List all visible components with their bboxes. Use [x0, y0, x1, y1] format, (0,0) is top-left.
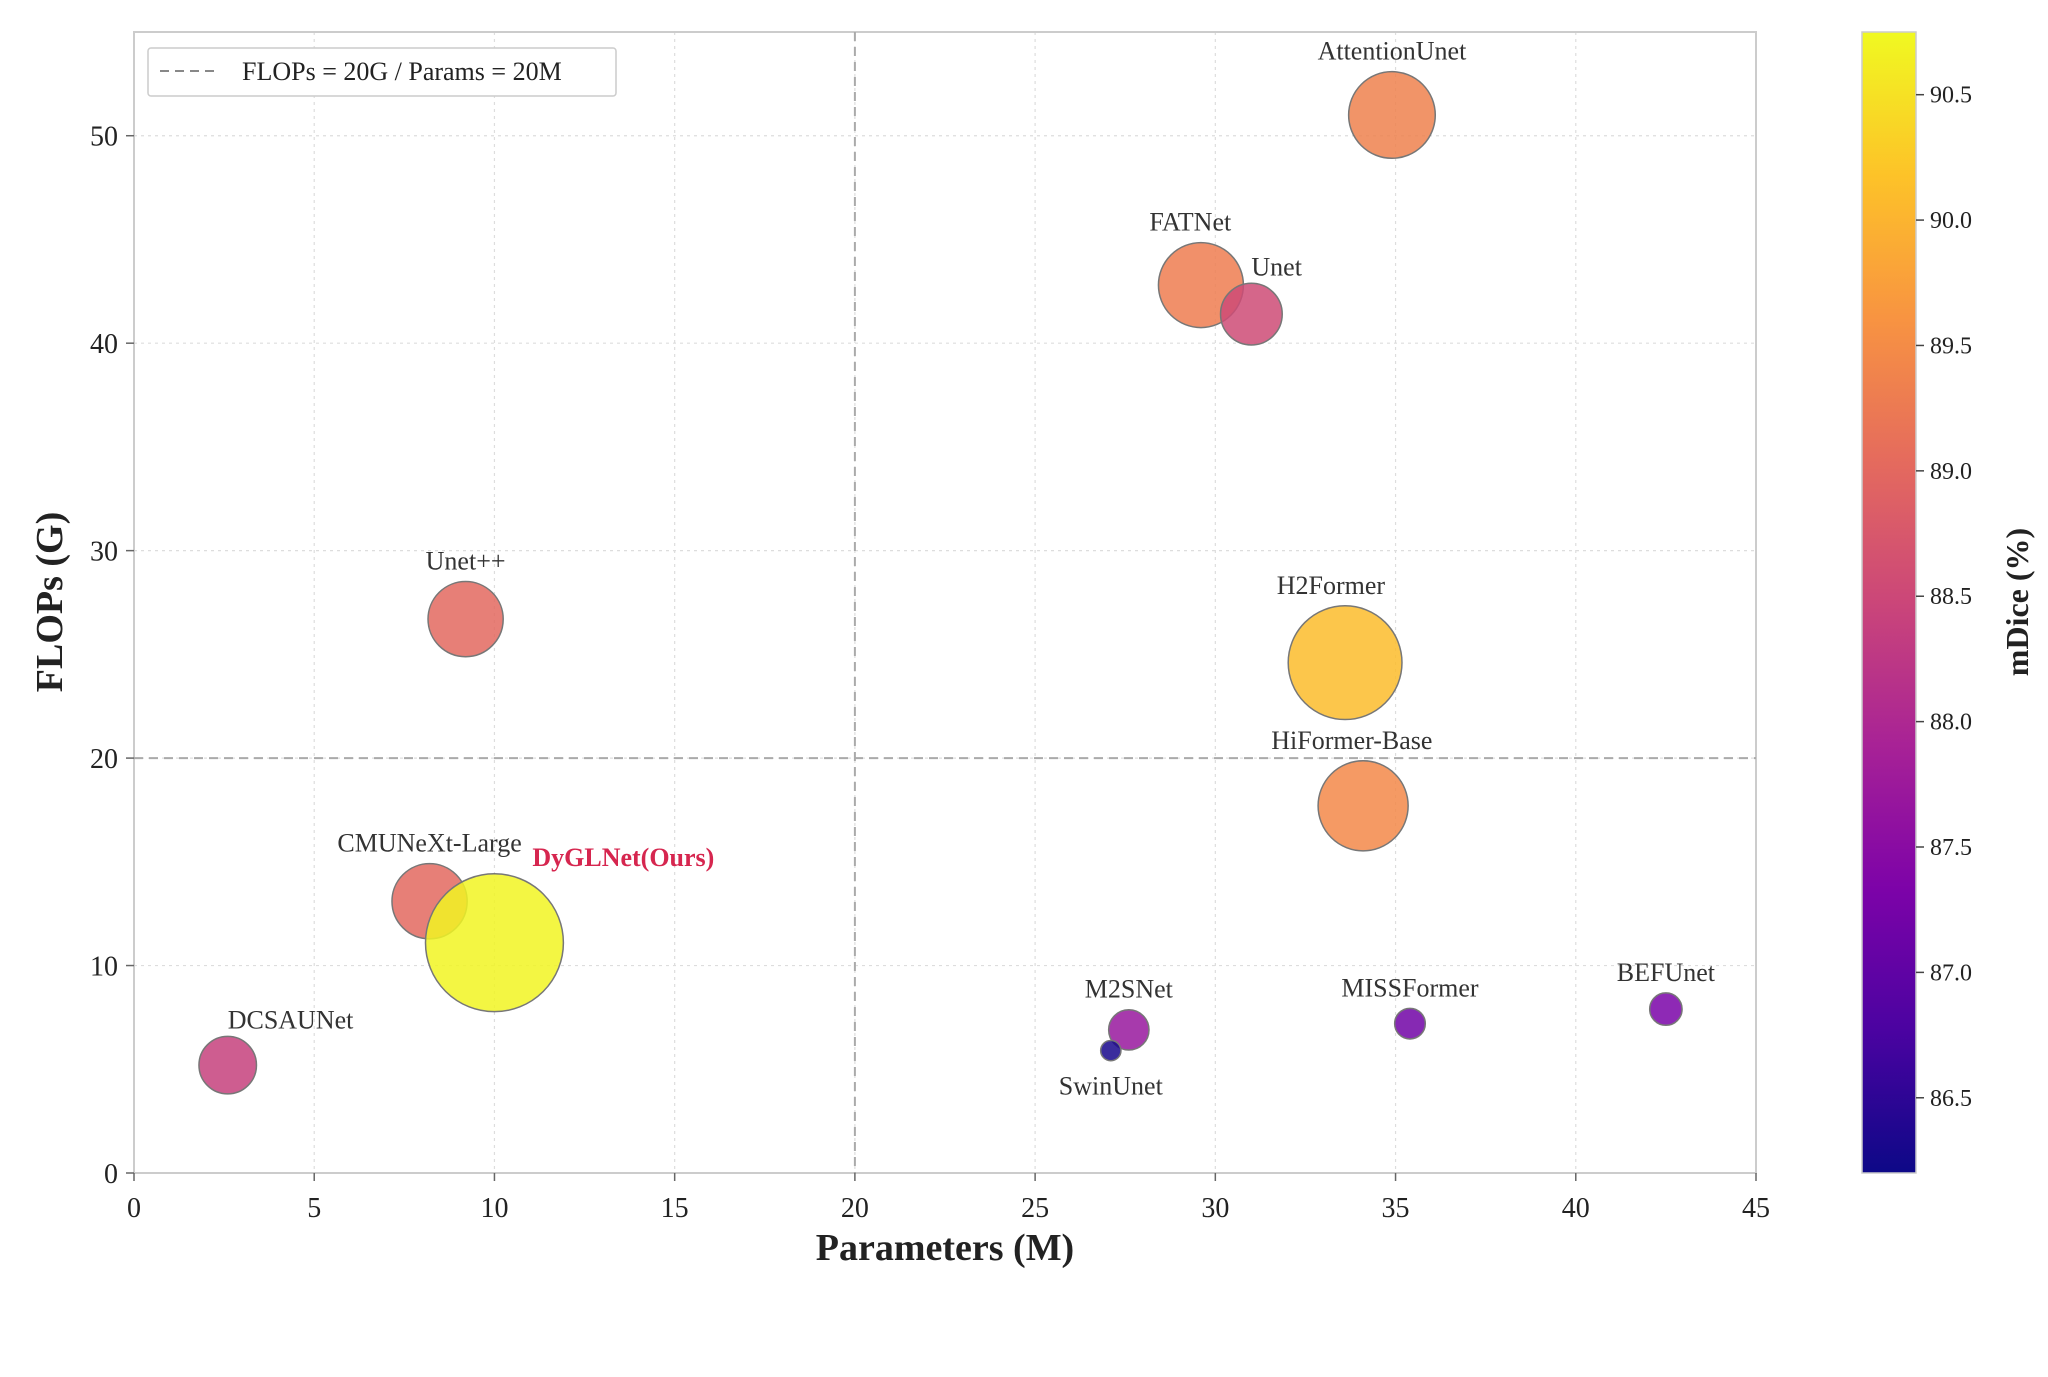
colorbar-ticks: 86.5 87.0 87.5 88.0 88.5 89.0 89.5 90.0 90.5 — [1916, 83, 1972, 1112]
bubble-hiformer-base — [1317, 760, 1409, 852]
y-tick-label: 10 — [90, 952, 118, 983]
colorbar-label: mDice (%) — [1999, 528, 2035, 676]
point-label: SwinUnet — [1059, 1072, 1164, 1101]
point-label: Unet — [1251, 252, 1302, 281]
y-tick-label: 20 — [90, 744, 118, 775]
colorbar-gradient — [1861, 31, 1917, 1174]
point-label: MISSFormer — [1341, 973, 1479, 1002]
x-tick-label: 30 — [1201, 1193, 1229, 1224]
point-label: H2Former — [1277, 571, 1386, 600]
y-tick-label: 40 — [90, 329, 118, 360]
bubble-dyglnet-ours- — [424, 873, 565, 1013]
grid — [134, 32, 1756, 1173]
point-label: DyGLNet(Ours) — [532, 843, 714, 872]
data-points — [198, 70, 1683, 1095]
point-labels: AttentionUnet FATNet Unet Unet++ H2Former HiF… — [228, 37, 1716, 1101]
colorbar-tick-label: 89.5 — [1930, 333, 1972, 359]
colorbar-tick-label: 88.5 — [1930, 584, 1972, 610]
bubble-swinunet — [1099, 1039, 1122, 1062]
bubble-unet- — [427, 580, 504, 658]
bubble-unet — [1219, 282, 1283, 346]
x-axis-label: Parameters (M) — [816, 1227, 1074, 1269]
legend-entry: FLOPs = 20G / Params = 20M — [242, 57, 562, 86]
bubble-h2former — [1287, 605, 1403, 721]
point-label: M2SNet — [1085, 975, 1174, 1004]
y-axis-label: FLOPs (G) — [29, 512, 71, 692]
y-tick-label: 50 — [90, 122, 118, 153]
plot-frame — [133, 31, 1757, 1174]
colorbar-tick-label: 86.5 — [1930, 1086, 1972, 1112]
point-label: HiFormer-Base — [1271, 726, 1432, 755]
x-tick-label: 0 — [127, 1193, 141, 1224]
reference-lines — [134, 32, 1756, 1173]
y-tick-label: 0 — [104, 1159, 118, 1190]
bubble-m2snet — [1107, 1008, 1150, 1051]
x-tick-label: 5 — [307, 1193, 321, 1224]
legend-box — [147, 47, 617, 97]
point-label: BEFUnet — [1617, 958, 1716, 987]
x-tick-label: 15 — [661, 1193, 689, 1224]
x-tick-label: 35 — [1382, 1193, 1410, 1224]
x-tick-label: 45 — [1742, 1193, 1770, 1224]
bubble-missformer — [1393, 1007, 1427, 1040]
bubble-attentionunet — [1347, 70, 1437, 160]
point-label: DCSAUNet — [228, 1005, 354, 1034]
x-tick-label: 20 — [841, 1193, 869, 1224]
colorbar-tick-label: 90.5 — [1930, 83, 1972, 109]
point-label: Unet++ — [426, 547, 506, 576]
point-label: AttentionUnet — [1318, 37, 1468, 66]
x-tick-label: 25 — [1021, 1193, 1049, 1224]
x-tick-label: 40 — [1562, 1193, 1590, 1224]
colorbar-tick-label: 88.0 — [1930, 710, 1972, 736]
legend: FLOPs = 20G / Params = 20M — [147, 47, 617, 97]
bubble-dcsaunet — [198, 1035, 258, 1095]
point-label: FATNet — [1149, 208, 1232, 237]
colorbar-tick-label: 87.5 — [1930, 835, 1972, 861]
x-tick-label: 10 — [480, 1193, 508, 1224]
x-axis-ticks: 0 5 10 15 20 25 30 35 40 45 — [127, 1173, 1770, 1224]
colorbar-tick-label: 89.0 — [1930, 459, 1972, 485]
colorbar-tick-label: 87.0 — [1930, 960, 1972, 986]
y-axis-ticks: 0 10 20 30 40 50 — [90, 122, 134, 1190]
bubble-befunet — [1648, 992, 1683, 1027]
y-tick-label: 30 — [90, 537, 118, 568]
colorbar: 86.5 87.0 87.5 88.0 88.5 89.0 89.5 90.0 90.5 mDi… — [1861, 31, 2035, 1174]
point-label: CMUNeXt-Large — [337, 829, 521, 858]
colorbar-tick-label: 90.0 — [1930, 208, 1972, 234]
